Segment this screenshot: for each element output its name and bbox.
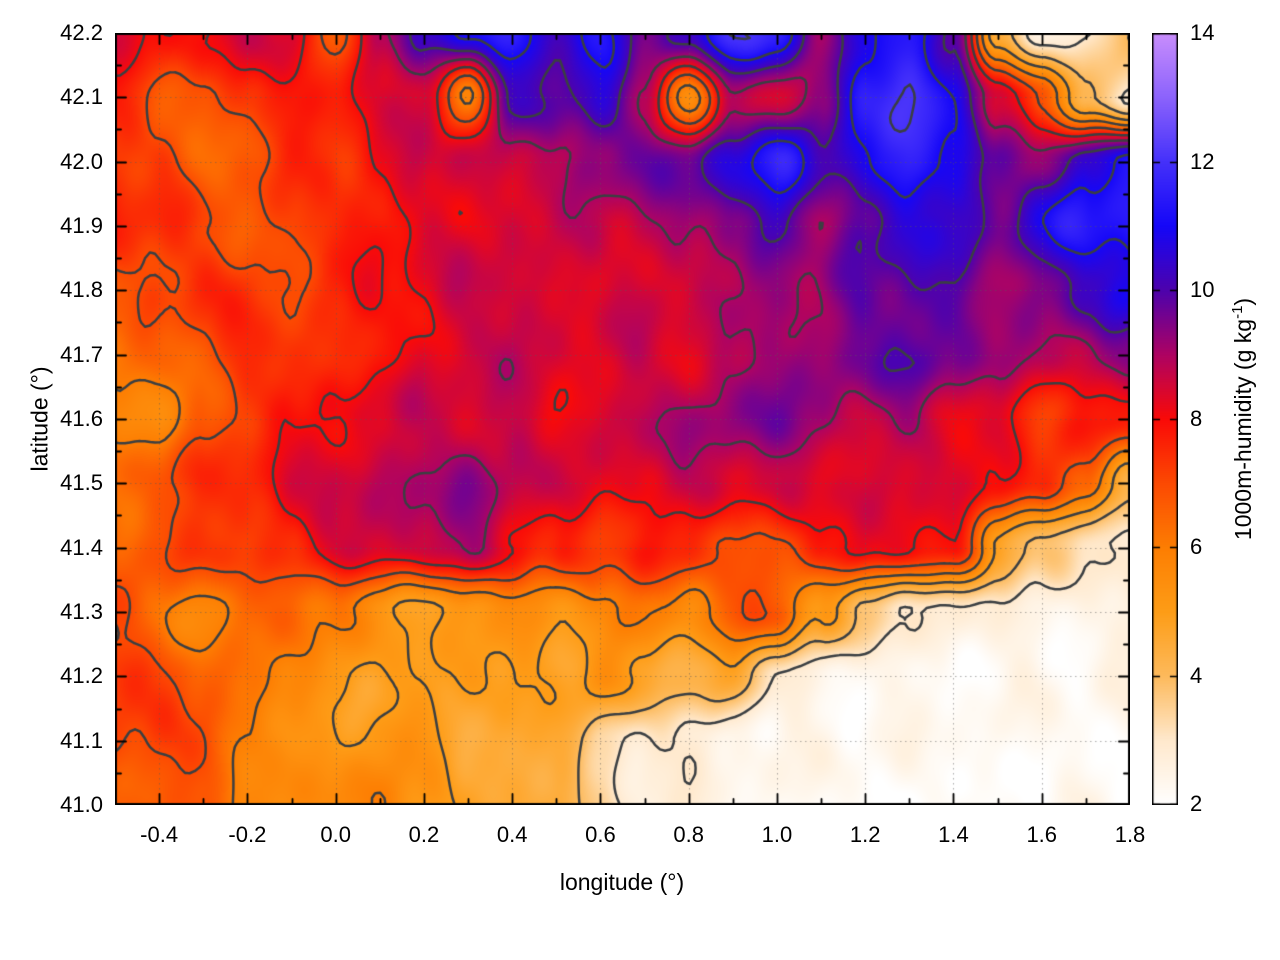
colorbar-tick-label: 14 [1190, 20, 1215, 45]
colorbar-title: 1000m-humidity (g kg-1) [1229, 298, 1257, 540]
y-tick-label: 41.4 [60, 534, 103, 560]
y-tick-label: 42.2 [60, 20, 103, 45]
y-tick-label: 41.8 [60, 277, 103, 303]
x-tick-label: 0.6 [585, 822, 616, 847]
y-tick-label: 41.0 [60, 792, 103, 817]
y-tick-label: 41.1 [60, 727, 103, 753]
x-tick-label: 0.2 [408, 822, 440, 847]
x-tick-label: -0.2 [228, 822, 267, 847]
colorbar-title-superscript: -1 [1229, 305, 1247, 319]
y-tick-label: 42.0 [60, 148, 103, 174]
y-tick-label: 41.5 [60, 470, 103, 496]
colorbar-title-close-paren: ) [1229, 297, 1256, 306]
heatmap-plot-area [115, 33, 1130, 805]
y-tick-label: 41.6 [60, 406, 103, 431]
colorbar-tick-label: 12 [1190, 148, 1215, 174]
y-axis-title: latitude (°) [26, 366, 53, 472]
x-tick-label: 1.8 [1114, 822, 1146, 847]
x-tick-label: 1.4 [938, 822, 969, 847]
x-axis-title: longitude (°) [559, 869, 685, 895]
y-tick-label: 41.2 [60, 663, 103, 689]
y-tick-label: 41.3 [60, 599, 103, 624]
y-tick-label: 41.7 [60, 341, 103, 367]
colorbar-tick-label: 2 [1190, 791, 1203, 816]
x-tick-label: 1.0 [761, 822, 793, 847]
x-tick-label: 0.4 [496, 822, 528, 847]
colorbar-tick-label: 10 [1190, 277, 1215, 302]
colorbar-tick-label: 8 [1190, 405, 1203, 431]
x-tick-label: -0.4 [140, 822, 179, 847]
x-tick-label: 1.6 [1026, 822, 1058, 847]
colorbar-tick-label: 6 [1190, 534, 1203, 559]
colorbar [1152, 33, 1178, 805]
x-tick-label: 0.0 [320, 822, 351, 847]
x-tick-label: 0.8 [673, 822, 704, 847]
colorbar-title-text: 1000m-humidity (g kg [1229, 318, 1256, 541]
colorbar-tick-label: 4 [1190, 662, 1203, 688]
y-tick-label: 42.1 [60, 84, 103, 110]
x-tick-label: 1.2 [849, 822, 881, 847]
y-tick-label: 41.9 [60, 213, 103, 238]
